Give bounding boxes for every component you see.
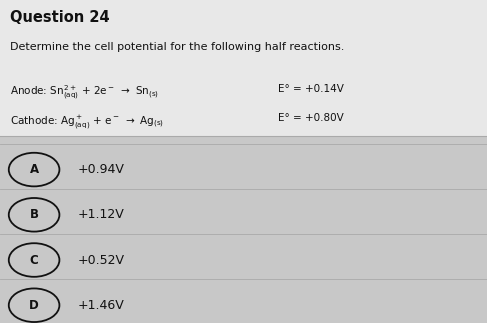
Text: E° = +0.80V: E° = +0.80V — [278, 113, 343, 123]
Text: +1.46V: +1.46V — [78, 299, 125, 312]
Text: +0.52V: +0.52V — [78, 254, 125, 266]
Text: Cathode: $\mathregular{Ag^+_{(aq)}}$ + e$^-$ $\rightarrow$ $\mathregular{Ag_{(s): Cathode: $\mathregular{Ag^+_{(aq)}}$ + e… — [10, 113, 164, 131]
FancyBboxPatch shape — [0, 0, 487, 136]
Text: +1.12V: +1.12V — [78, 208, 125, 221]
Text: B: B — [30, 208, 38, 221]
Text: Anode: $\mathregular{Sn^{2+}_{(aq)}}$ + 2e$^-$ $\rightarrow$ $\mathregular{Sn_{(: Anode: $\mathregular{Sn^{2+}_{(aq)}}$ + … — [10, 84, 159, 102]
Text: A: A — [30, 163, 38, 176]
Text: +0.94V: +0.94V — [78, 163, 125, 176]
Text: E° = +0.14V: E° = +0.14V — [278, 84, 343, 94]
Text: Question 24: Question 24 — [10, 10, 110, 25]
Text: Determine the cell potential for the following half reactions.: Determine the cell potential for the fol… — [10, 42, 344, 52]
Text: C: C — [30, 254, 38, 266]
Text: D: D — [29, 299, 39, 312]
